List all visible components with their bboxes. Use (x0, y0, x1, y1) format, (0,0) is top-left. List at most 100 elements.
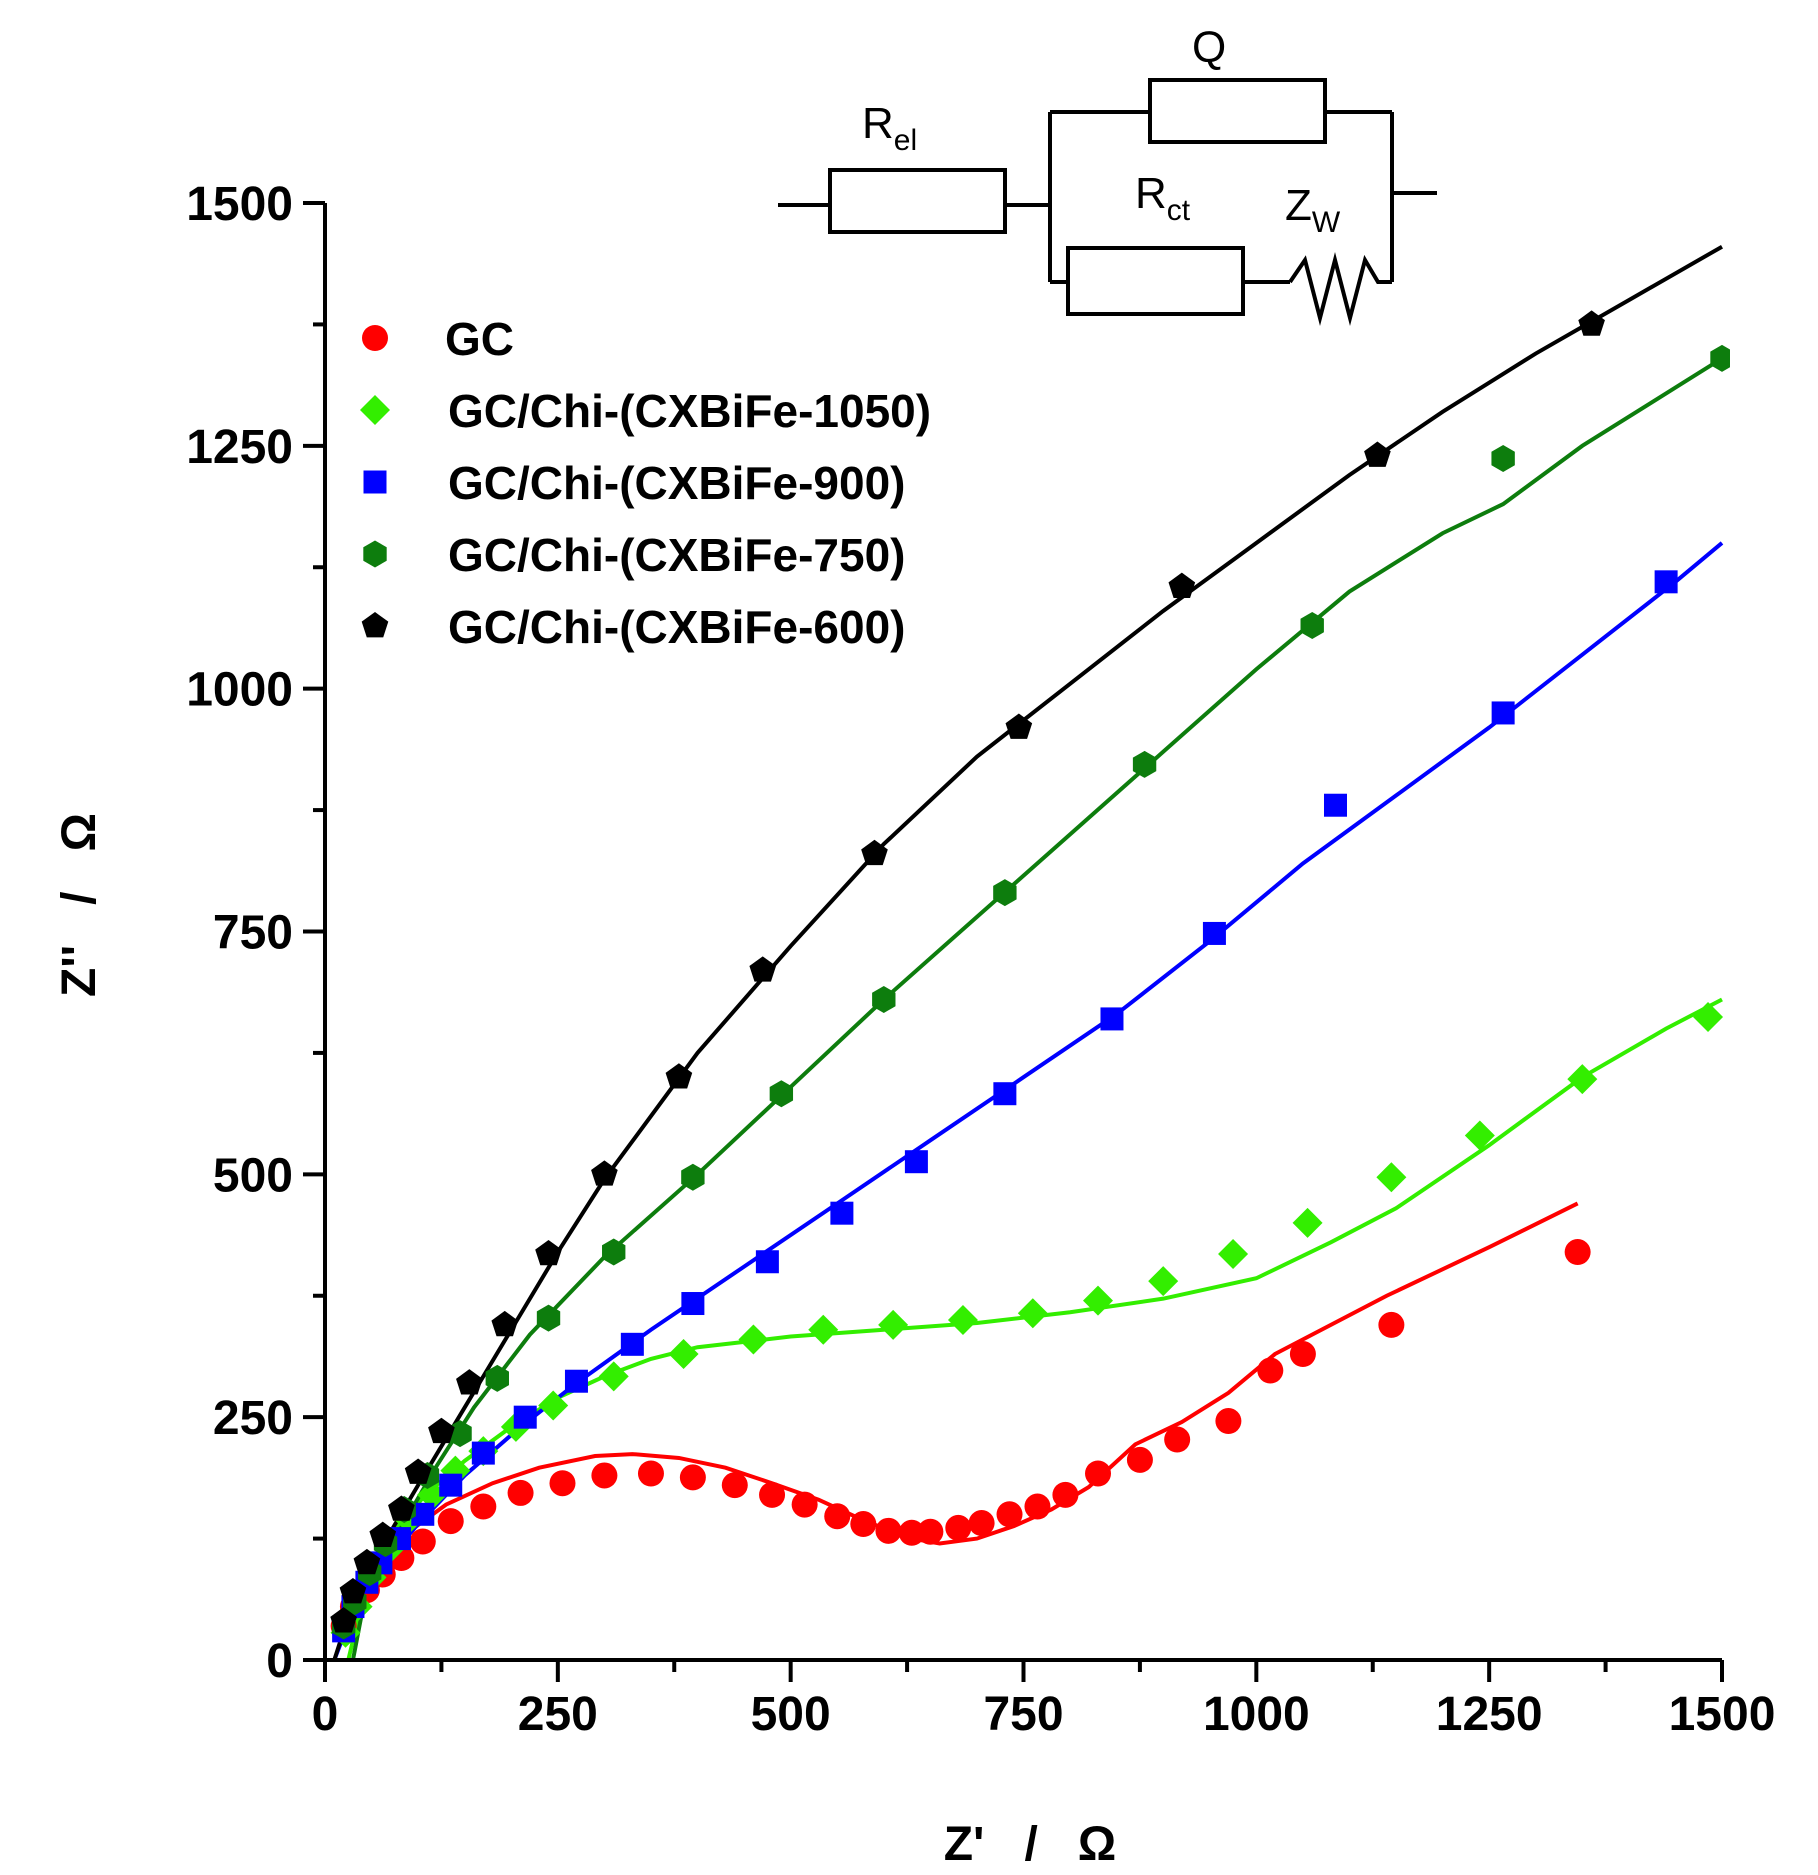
warburg-element (1288, 252, 1392, 326)
series-1-point (1693, 1001, 1724, 1032)
series-0-point (824, 1503, 851, 1530)
legend-marker (363, 540, 387, 568)
series-0-point (1564, 1239, 1591, 1266)
series-2-point (620, 1332, 644, 1356)
legend-marker (363, 470, 387, 494)
series-2-point (1100, 1007, 1124, 1031)
equivalent-circuit-inset (778, 78, 1437, 326)
legend-label: GC/Chi-(CXBiFe-750) (448, 529, 905, 581)
series-3-point (1491, 444, 1515, 472)
label-rct: Rct (1135, 169, 1191, 227)
series-2-point (755, 1250, 779, 1274)
series-0-point (759, 1481, 786, 1508)
series-0-point (1215, 1408, 1242, 1435)
series-0-point (1289, 1341, 1316, 1368)
series-4-point (404, 1458, 432, 1484)
x-tick-label: 1500 (1669, 1688, 1776, 1741)
series-1-fit-line (346, 997, 1723, 1661)
series-2-point (564, 1369, 588, 1393)
series-1-point (878, 1309, 909, 1340)
series-1-point (1218, 1238, 1249, 1269)
series-4-point (861, 839, 888, 866)
series-1-point (738, 1324, 769, 1355)
y-tick-label: 1000 (186, 664, 293, 717)
series-0-point (637, 1460, 664, 1487)
legend-label: GC/Chi-(CXBiFe-1050) (448, 385, 931, 437)
series-4-point (491, 1310, 519, 1337)
series-2-point (1323, 793, 1347, 817)
legend-item: GC (362, 313, 514, 365)
series-0-point (898, 1519, 925, 1546)
series-4-point (339, 1578, 367, 1604)
series-4-point (749, 956, 777, 982)
series-3-point (769, 1080, 794, 1108)
series-2-point (411, 1502, 435, 1526)
legend-item: GC/Chi-(CXBiFe-600) (361, 601, 905, 653)
legend-label: GC/Chi-(CXBiFe-600) (448, 601, 905, 653)
legend-marker (360, 395, 390, 425)
x-tick-label: 0 (312, 1688, 339, 1741)
series-0-point (850, 1511, 877, 1538)
series-2-point (1491, 701, 1515, 725)
series-2-point (681, 1292, 705, 1316)
legend-label: GC/Chi-(CXBiFe-900) (448, 457, 905, 509)
series-4-point (353, 1548, 381, 1575)
y-tick-label: 500 (213, 1149, 293, 1202)
series-2-point (904, 1150, 928, 1174)
series-4-point (428, 1417, 455, 1444)
series-3-point (872, 985, 896, 1013)
series-0-point (1052, 1481, 1079, 1508)
series-0-point (875, 1517, 902, 1544)
series-1-point (1017, 1298, 1048, 1329)
series-0-point (945, 1514, 972, 1541)
series-1-point (1376, 1162, 1407, 1193)
series-1-point (538, 1390, 569, 1421)
series-4-point (388, 1495, 415, 1521)
series-4-point (369, 1521, 397, 1547)
series-0-point (549, 1470, 576, 1497)
legend-label: GC (445, 313, 514, 365)
series-0-point (1024, 1493, 1051, 1520)
series-4-point (1168, 572, 1196, 599)
series-1-point (598, 1361, 629, 1392)
y-tick-label: 0 (266, 1635, 293, 1688)
y-tick-label: 1500 (186, 178, 293, 231)
x-axis-title: Z' / Ω (944, 1818, 1117, 1871)
series-3-point (602, 1238, 626, 1266)
series-2-point (1202, 921, 1226, 945)
series-3-point (536, 1304, 561, 1332)
resistor-rct (1066, 246, 1245, 316)
series-1-point (808, 1314, 839, 1345)
cpe-q (1148, 78, 1327, 144)
legend-marker (361, 612, 389, 638)
legend-marker (362, 325, 388, 351)
series-0-point (507, 1479, 534, 1506)
tick-labels: 0 250 500 750 1000 1250 1500 0 250 500 750 1000 1250… (186, 178, 1775, 1741)
series-0-point (470, 1493, 497, 1520)
legend: GC GC/Chi-(CXBiFe-1050) GC/Chi-(CXBiFe-900… (360, 313, 931, 653)
label-zw: ZW (1285, 181, 1341, 239)
x-tick-label: 1000 (1203, 1688, 1310, 1741)
y-tick-label: 250 (213, 1392, 293, 1445)
series-0-point (1378, 1311, 1405, 1338)
series-4-point (1364, 441, 1391, 467)
series-0-point (591, 1462, 618, 1489)
series-0-point (1085, 1460, 1112, 1487)
series-0-point (437, 1508, 464, 1535)
series-0-point (968, 1510, 995, 1537)
x-tick-label: 500 (751, 1688, 831, 1741)
y-tick-label: 1250 (186, 421, 293, 474)
series-0-point (791, 1491, 818, 1518)
series-3-point (993, 879, 1017, 907)
series-0-point (409, 1528, 436, 1555)
series-4-point (1578, 310, 1605, 336)
series-2-point (830, 1201, 854, 1225)
series-4-point (665, 1063, 693, 1089)
series-1-point (1464, 1120, 1495, 1151)
resistor-rel (828, 168, 1007, 234)
series-4-point (535, 1239, 562, 1266)
series-0-point (1164, 1426, 1191, 1453)
legend-item: GC/Chi-(CXBiFe-1050) (360, 385, 931, 437)
series-2-point (439, 1473, 463, 1497)
